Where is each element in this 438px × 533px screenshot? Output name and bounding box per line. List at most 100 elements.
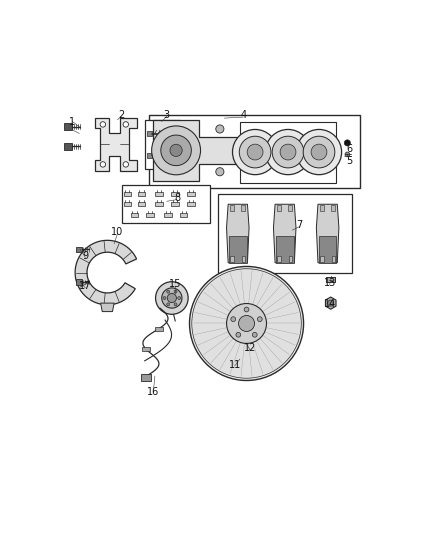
Polygon shape <box>276 237 293 263</box>
Circle shape <box>231 317 236 321</box>
Text: 13: 13 <box>324 278 336 288</box>
Circle shape <box>167 303 170 306</box>
Polygon shape <box>171 192 179 196</box>
Bar <box>122 185 210 223</box>
Polygon shape <box>152 120 237 181</box>
Text: 10: 10 <box>111 227 124 237</box>
Circle shape <box>239 316 254 332</box>
Circle shape <box>100 122 106 127</box>
Polygon shape <box>124 192 131 196</box>
Polygon shape <box>138 192 145 196</box>
Circle shape <box>162 288 182 308</box>
Polygon shape <box>95 118 137 171</box>
Text: 16: 16 <box>147 387 159 397</box>
Circle shape <box>123 122 128 127</box>
Circle shape <box>280 144 296 160</box>
Circle shape <box>178 296 180 300</box>
Circle shape <box>152 126 201 175</box>
Circle shape <box>163 296 166 300</box>
Circle shape <box>265 130 311 175</box>
Circle shape <box>174 290 177 293</box>
Polygon shape <box>148 131 152 136</box>
Circle shape <box>239 136 271 168</box>
Text: 8: 8 <box>174 193 180 203</box>
Text: 9: 9 <box>82 251 88 261</box>
Circle shape <box>123 161 128 167</box>
Polygon shape <box>171 203 179 206</box>
Text: 15: 15 <box>169 279 181 289</box>
Text: 3: 3 <box>164 110 170 120</box>
Bar <box>145 120 180 169</box>
Text: 2: 2 <box>118 110 124 120</box>
Polygon shape <box>288 205 293 211</box>
Circle shape <box>192 269 301 378</box>
Text: 7: 7 <box>296 220 302 230</box>
Circle shape <box>247 144 263 160</box>
Circle shape <box>236 333 241 337</box>
Polygon shape <box>332 256 335 262</box>
Polygon shape <box>155 203 163 206</box>
Circle shape <box>216 125 224 133</box>
Polygon shape <box>320 256 324 262</box>
Bar <box>174 131 178 136</box>
Polygon shape <box>229 237 247 263</box>
Text: 6: 6 <box>346 144 353 154</box>
Circle shape <box>344 140 350 146</box>
Polygon shape <box>316 204 339 263</box>
Circle shape <box>297 130 342 175</box>
Circle shape <box>170 144 182 157</box>
Text: 11: 11 <box>229 360 241 370</box>
Polygon shape <box>148 152 152 158</box>
Polygon shape <box>75 240 137 305</box>
Polygon shape <box>273 204 296 263</box>
Polygon shape <box>146 213 154 217</box>
Polygon shape <box>277 205 281 211</box>
Text: 5: 5 <box>346 156 353 166</box>
Polygon shape <box>319 237 336 263</box>
Polygon shape <box>226 204 249 263</box>
Polygon shape <box>242 256 245 262</box>
Polygon shape <box>187 203 194 206</box>
Circle shape <box>100 161 106 167</box>
Circle shape <box>174 303 177 306</box>
Circle shape <box>190 266 304 381</box>
Circle shape <box>226 303 266 343</box>
Polygon shape <box>230 256 234 262</box>
Circle shape <box>258 317 262 321</box>
Polygon shape <box>124 203 131 206</box>
Polygon shape <box>138 203 145 206</box>
Circle shape <box>311 144 327 160</box>
Bar <box>149 115 360 188</box>
Circle shape <box>345 152 350 157</box>
Circle shape <box>328 300 334 306</box>
Circle shape <box>244 307 249 312</box>
Circle shape <box>272 136 304 168</box>
Circle shape <box>216 168 224 176</box>
Polygon shape <box>155 192 163 196</box>
Polygon shape <box>180 213 187 217</box>
Text: 17: 17 <box>79 281 92 291</box>
Polygon shape <box>131 213 138 217</box>
Circle shape <box>155 282 188 314</box>
Polygon shape <box>331 205 336 211</box>
Bar <box>174 152 178 158</box>
Polygon shape <box>101 303 114 312</box>
Polygon shape <box>289 256 292 262</box>
Circle shape <box>303 136 335 168</box>
Polygon shape <box>141 374 152 381</box>
Circle shape <box>252 333 257 337</box>
Polygon shape <box>164 213 172 217</box>
Bar <box>240 122 336 183</box>
Bar <box>64 123 72 130</box>
Bar <box>64 143 72 150</box>
Text: 14: 14 <box>324 299 336 309</box>
Circle shape <box>167 294 177 303</box>
Bar <box>218 195 352 272</box>
Text: 12: 12 <box>244 343 256 353</box>
Polygon shape <box>187 192 194 196</box>
Polygon shape <box>277 256 281 262</box>
Text: 4: 4 <box>240 110 246 120</box>
Circle shape <box>233 130 278 175</box>
Bar <box>326 277 335 282</box>
Polygon shape <box>230 205 234 211</box>
